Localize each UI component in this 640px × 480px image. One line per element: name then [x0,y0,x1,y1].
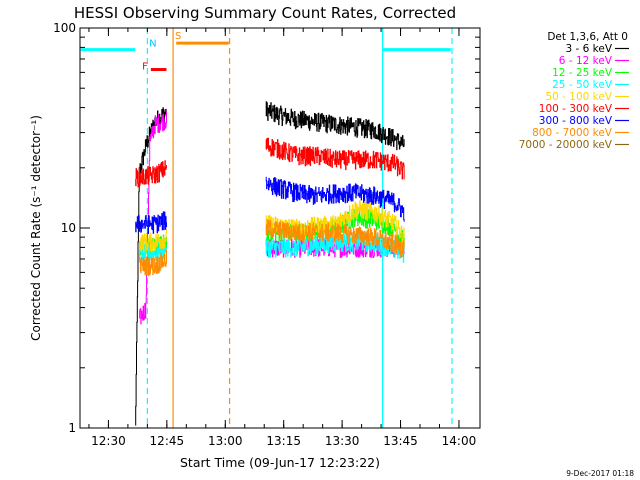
y-tick-label: 10 [61,221,76,235]
x-tick-label: 12:30 [91,434,126,448]
y-tick-label: 100 [53,21,76,35]
y-axis-label: Corrected Count Rate (s⁻¹ detector⁻¹) [29,115,43,341]
x-tick-label: 12:45 [150,434,185,448]
flag-label: N [149,38,156,49]
y-axis: 1 10 100 [53,21,480,435]
x-axis: 12:30 12:45 13:00 13:15 13:30 13:45 14:00 [88,28,477,448]
x-tick-label: 13:45 [383,434,418,448]
series-trace [139,229,167,253]
series-trace [265,200,405,245]
legend-entry-label: 100 - 300 keV [539,103,613,115]
series-trace [135,160,167,188]
legend-entry-label: 7000 - 20000 keV [519,139,613,151]
series-trace [265,219,405,258]
flag-label: F [142,62,148,73]
series-trace [265,232,405,263]
series-trace [265,137,405,180]
series-trace [265,101,405,151]
y-tick-label: 1 [68,421,76,435]
legend-entry-label: 12 - 25 keV [552,67,613,79]
x-tick-label: 13:00 [208,434,243,448]
legend-header: Det 1,3,6, Att 0 [547,31,628,43]
x-tick-label: 13:15 [266,434,301,448]
legend-entry-label: 25 - 50 keV [552,79,613,91]
series-layer [135,101,405,426]
x-tick-label: 13:30 [325,434,360,448]
x-axis-label: Start Time (09-Jun-17 12:23:22) [180,455,380,470]
chart-title: HESSI Observing Summary Count Rates, Cor… [74,4,456,22]
series-trace [265,176,405,222]
timestamp-label: 9-Dec-2017 01:18 [566,469,634,478]
x-tick-label: 14:00 [442,434,477,448]
legend-entry-label: 50 - 100 keV [545,91,612,103]
series-trace [139,110,167,325]
series-trace [139,250,167,276]
legend-entry-label: 800 - 7000 keV [532,127,613,139]
legend-entry-label: 6 - 12 keV [559,55,613,67]
series-trace [135,211,167,234]
flag-label: S [175,31,181,42]
legend-entry-label: 3 - 6 keV [565,43,612,55]
legend-entry-label: 300 - 800 keV [539,115,613,127]
